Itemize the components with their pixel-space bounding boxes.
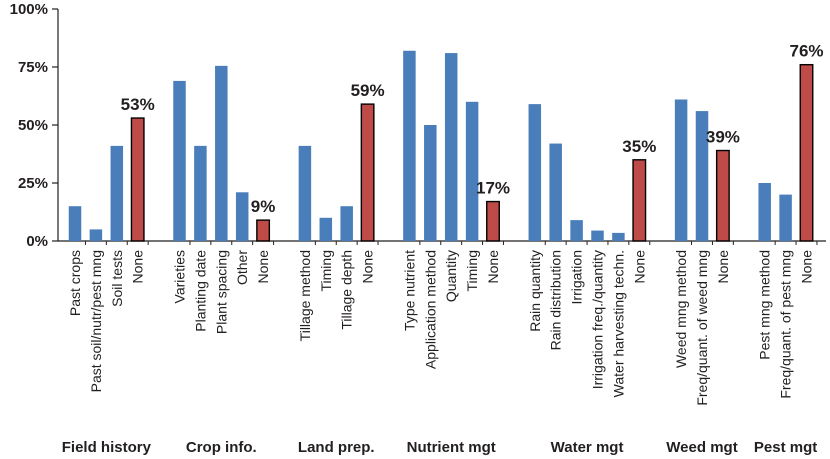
- bar-none: [360, 103, 375, 242]
- bar: [403, 50, 416, 242]
- bar-none: [799, 63, 814, 242]
- category-label: Quantity: [443, 250, 459, 302]
- bar-none: [256, 219, 271, 242]
- category-label: Irrigation freq./quantity: [590, 250, 606, 389]
- category-label: Rain quantity: [527, 250, 543, 332]
- bar: [570, 220, 583, 241]
- bar: [424, 125, 437, 241]
- bar: [194, 145, 207, 241]
- y-tick-label: 100%: [10, 1, 48, 18]
- y-tick-label: 50%: [18, 117, 48, 134]
- bar: [173, 80, 186, 241]
- chart-labels: Past crops Past soil/nutr/pest mng Soil te…: [62, 42, 824, 456]
- category-label: Freq/quant. of pest mng: [778, 250, 794, 399]
- group-label: Water mgt: [551, 439, 624, 456]
- bar: [298, 145, 312, 241]
- category-label: None: [255, 250, 271, 284]
- bar: [528, 104, 542, 242]
- bar: [758, 183, 771, 241]
- category-label: None: [485, 250, 501, 284]
- category-label: Rain distribution: [548, 250, 564, 350]
- bar-none: [130, 117, 145, 242]
- bar: [674, 99, 688, 241]
- y-tick-label: 0%: [26, 233, 48, 250]
- y-tick-label: 25%: [18, 175, 48, 192]
- data-label: 17%: [476, 179, 510, 198]
- category-label: Timing: [464, 250, 480, 292]
- category-label: Tillage method: [297, 250, 313, 341]
- category-label: None: [631, 250, 647, 284]
- bar: [779, 194, 792, 241]
- bar: [215, 65, 228, 241]
- category-label: Timing: [318, 250, 334, 292]
- data-label: 9%: [251, 197, 276, 216]
- category-label: Irrigation: [569, 250, 585, 304]
- bar: [235, 192, 249, 241]
- group-label: Nutrient mgt: [407, 439, 496, 456]
- bar-none: [715, 149, 730, 242]
- category-label: Other: [234, 250, 250, 285]
- data-label: 53%: [121, 95, 155, 114]
- bar-none: [486, 200, 500, 242]
- bar: [695, 111, 709, 241]
- category-label: Past crops: [67, 250, 83, 316]
- data-label: 76%: [789, 42, 823, 61]
- group-label: Field history: [62, 439, 152, 456]
- group-label: Crop info.: [186, 439, 257, 456]
- bar: [89, 229, 103, 241]
- bar: [68, 206, 82, 241]
- category-label: Planting date: [192, 250, 208, 332]
- data-label: 59%: [351, 81, 385, 100]
- category-label: Freq/quant. of weed mng: [694, 250, 710, 406]
- category-label: Tillage depth: [339, 250, 355, 330]
- bar: [319, 217, 333, 241]
- category-label: Past soil/nutr/pest mng: [88, 250, 104, 392]
- category-label: None: [715, 250, 731, 284]
- data-label: 35%: [622, 137, 656, 156]
- group-label: Weed mgt: [666, 439, 737, 456]
- chart-bars: [68, 50, 814, 242]
- group-label: Pest mgt: [754, 439, 817, 456]
- y-tick-label: 75%: [18, 59, 48, 76]
- category-label: Pest mng method: [757, 250, 773, 360]
- bar: [549, 143, 562, 241]
- category-label: None: [360, 250, 376, 284]
- category-label: Plant spacing: [213, 250, 229, 334]
- bar: [591, 230, 604, 241]
- bar: [465, 101, 479, 241]
- category-label: None: [130, 250, 146, 284]
- bar: [110, 145, 124, 241]
- category-label: None: [799, 250, 815, 284]
- bar-none: [632, 159, 647, 242]
- data-label: 39%: [706, 128, 740, 147]
- bar: [340, 206, 353, 241]
- category-label: Application method: [422, 250, 438, 369]
- bar: [444, 53, 458, 241]
- category-label: Varieties: [172, 250, 188, 303]
- category-label: Soil tests: [109, 250, 125, 307]
- category-label: Type nutrient: [401, 250, 417, 331]
- category-label: Water harvesting techn.: [610, 250, 626, 397]
- category-label: Weed mng method: [673, 250, 689, 368]
- group-label: Land prep.: [298, 439, 375, 456]
- bar: [612, 232, 625, 241]
